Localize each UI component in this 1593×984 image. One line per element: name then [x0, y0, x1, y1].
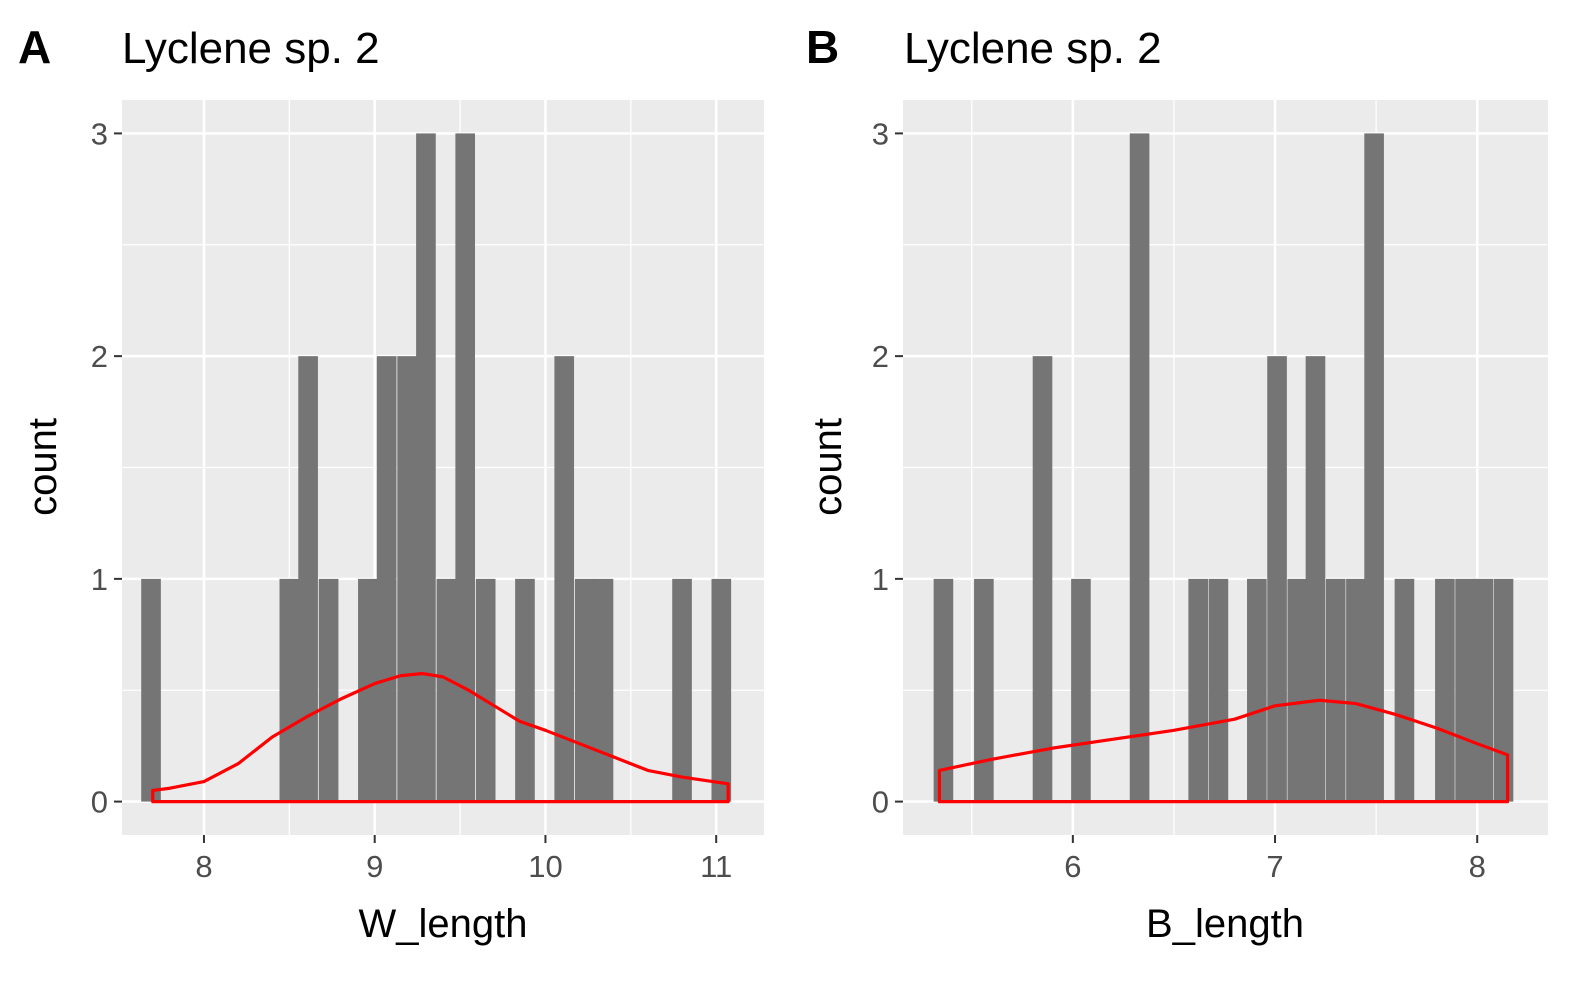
- histogram-bar: [1346, 578, 1366, 802]
- histogram-bar: [1473, 578, 1494, 802]
- y-tick-label: 2: [91, 339, 108, 374]
- chart-panel-b: B Lyclene sp. 2 0 1 2 3 6 7 8 B_length count: [806, 21, 1548, 946]
- histogram-bar: [475, 578, 496, 802]
- panel-tag: B: [806, 21, 839, 73]
- y-axis-ticks: 0 1 2 3: [872, 116, 903, 820]
- x-tick-label: 7: [1266, 849, 1283, 884]
- histogram-bar: [1247, 578, 1267, 802]
- histogram-bars: [141, 133, 732, 802]
- x-tick-label: 9: [366, 849, 383, 884]
- histogram-bar: [593, 578, 614, 802]
- histogram-bar: [1325, 578, 1346, 802]
- y-axis-ticks: 0 1 2 3: [91, 116, 122, 820]
- histogram-bar: [933, 578, 954, 802]
- x-axis-label: W_length: [359, 902, 528, 946]
- x-tick-label: 8: [195, 849, 212, 884]
- histogram-bar: [672, 578, 692, 802]
- histogram-bar: [318, 578, 339, 802]
- histogram-bars: [933, 133, 1514, 802]
- histogram-bar: [1032, 356, 1053, 802]
- histogram-bar: [416, 133, 436, 802]
- x-axis-label: B_length: [1146, 902, 1304, 946]
- histogram-bar: [141, 578, 161, 802]
- y-tick-label: 2: [872, 339, 889, 374]
- histogram-bar: [574, 578, 595, 802]
- y-tick-label: 3: [91, 116, 108, 151]
- histogram-bar: [1267, 356, 1287, 802]
- histogram-bar: [711, 578, 732, 802]
- histogram-bar: [298, 356, 318, 802]
- histogram-bar: [1188, 578, 1209, 802]
- histogram-bar: [436, 578, 457, 802]
- chart-panel-a: A Lyclene sp. 2 0 1 2 3 8 9 10 11 W_length cou…: [18, 21, 764, 946]
- histogram-bar: [1305, 356, 1326, 802]
- y-tick-label: 1: [872, 562, 889, 597]
- y-tick-label: 1: [91, 562, 108, 597]
- chart-title: Lyclene sp. 2: [122, 24, 380, 73]
- density-curve: [151, 671, 730, 804]
- x-tick-label: 10: [528, 849, 562, 884]
- histogram-bar: [1364, 133, 1384, 802]
- panel-tag: A: [18, 21, 51, 73]
- histogram-bar: [1129, 133, 1150, 802]
- histogram-bar: [515, 578, 535, 802]
- histogram-bar: [1394, 578, 1415, 802]
- x-axis-ticks: 8 9 10 11: [195, 835, 732, 884]
- y-tick-label: 0: [872, 785, 889, 820]
- y-axis-label: count: [21, 418, 65, 516]
- x-tick-label: 8: [1469, 849, 1486, 884]
- y-axis-label: count: [806, 418, 850, 516]
- y-tick-label: 0: [91, 785, 108, 820]
- histogram-bar: [1208, 578, 1229, 802]
- histogram-bar: [974, 578, 994, 802]
- y-tick-label: 3: [872, 116, 889, 151]
- histogram-bar: [1287, 578, 1308, 802]
- histogram-bar: [1455, 578, 1475, 802]
- histogram-bar: [376, 356, 397, 802]
- histogram-bar: [455, 133, 476, 802]
- histogram-bar: [1435, 578, 1455, 802]
- density-curve: [937, 698, 1510, 804]
- histogram-bar: [279, 578, 300, 802]
- histogram-bar: [1071, 578, 1091, 802]
- histogram-bar: [358, 578, 378, 802]
- histogram-bar: [1493, 578, 1514, 802]
- chart-title: Lyclene sp. 2: [904, 24, 1162, 73]
- histogram-bar: [397, 356, 417, 802]
- histogram-bar: [554, 356, 575, 802]
- x-tick-label: 6: [1064, 849, 1081, 884]
- x-axis-ticks: 6 7 8: [1064, 835, 1486, 884]
- x-tick-label: 11: [700, 849, 732, 884]
